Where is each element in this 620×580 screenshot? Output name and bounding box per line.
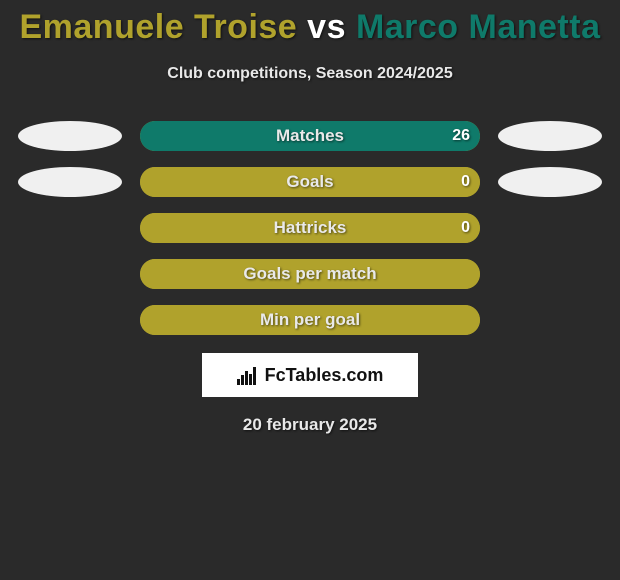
avatar-slot-right bbox=[480, 121, 620, 151]
bar-chart-icon bbox=[237, 365, 259, 385]
stat-bar: Goals per match bbox=[140, 259, 480, 289]
avatar-slot-left bbox=[0, 121, 140, 151]
stat-bar: Min per goal bbox=[140, 305, 480, 335]
stat-row: Goals per match bbox=[0, 259, 620, 289]
date-label: 20 february 2025 bbox=[0, 415, 620, 435]
player1-avatar bbox=[18, 121, 122, 151]
stats-container: Matches26Goals0Hattricks0Goals per match… bbox=[0, 121, 620, 335]
subtitle: Club competitions, Season 2024/2025 bbox=[0, 65, 620, 83]
page-title: Emanuele Troise vs Marco Manetta bbox=[0, 0, 620, 47]
branding-text: FcTables.com bbox=[265, 365, 384, 386]
title-vs: vs bbox=[297, 8, 356, 46]
stat-label: Goals bbox=[140, 167, 480, 197]
stat-row: Goals0 bbox=[0, 167, 620, 197]
stat-row: Min per goal bbox=[0, 305, 620, 335]
stat-bar: Matches26 bbox=[140, 121, 480, 151]
stat-label: Goals per match bbox=[140, 259, 480, 289]
stat-bar: Hattricks0 bbox=[140, 213, 480, 243]
player2-avatar bbox=[498, 121, 602, 151]
stat-row: Hattricks0 bbox=[0, 213, 620, 243]
stat-value-p2: 0 bbox=[451, 167, 480, 197]
stat-label: Matches bbox=[140, 121, 480, 151]
player1-avatar bbox=[18, 167, 122, 197]
stat-value-p2: 26 bbox=[442, 121, 480, 151]
title-player2: Marco Manetta bbox=[356, 8, 601, 46]
stat-row: Matches26 bbox=[0, 121, 620, 151]
stat-label: Hattricks bbox=[140, 213, 480, 243]
stat-value-p2: 0 bbox=[451, 213, 480, 243]
stat-bar: Goals0 bbox=[140, 167, 480, 197]
avatar-slot-left bbox=[0, 167, 140, 197]
branding-badge: FcTables.com bbox=[202, 353, 418, 397]
avatar-slot-right bbox=[480, 167, 620, 197]
title-player1: Emanuele Troise bbox=[19, 8, 297, 46]
stat-label: Min per goal bbox=[140, 305, 480, 335]
player2-avatar bbox=[498, 167, 602, 197]
